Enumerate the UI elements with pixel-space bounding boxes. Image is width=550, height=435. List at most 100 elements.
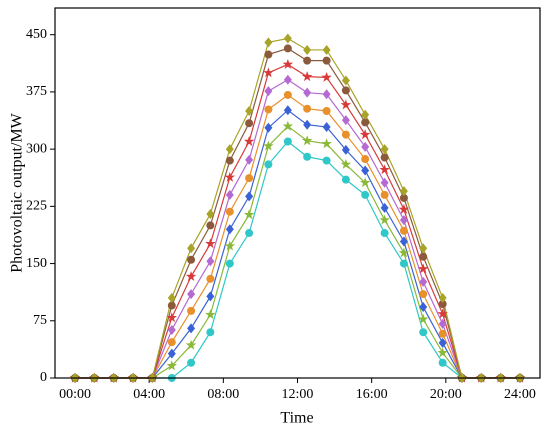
marker <box>263 140 274 151</box>
y-axis-label: Photovoltaic output/MW <box>9 112 26 272</box>
marker <box>361 190 370 199</box>
marker <box>245 174 254 183</box>
marker <box>264 50 273 59</box>
marker <box>187 323 196 334</box>
x-tick-label: 04:00 <box>133 387 165 402</box>
marker <box>303 87 312 98</box>
marker <box>419 243 428 254</box>
marker <box>303 56 312 65</box>
marker <box>399 259 408 268</box>
marker <box>167 324 176 335</box>
x-tick-label: 08:00 <box>207 387 239 402</box>
marker <box>206 208 215 219</box>
marker <box>361 118 370 127</box>
marker <box>245 229 254 238</box>
marker <box>438 300 447 308</box>
marker <box>167 301 176 310</box>
marker <box>224 240 236 251</box>
marker <box>341 115 350 126</box>
marker <box>399 186 408 197</box>
marker <box>380 177 389 188</box>
y-tick-label: 375 <box>26 84 47 99</box>
marker <box>359 177 371 188</box>
marker <box>187 289 196 300</box>
marker <box>322 122 331 133</box>
marker <box>166 360 178 371</box>
series-line <box>75 63 520 379</box>
marker <box>399 236 408 247</box>
marker <box>283 105 292 116</box>
marker <box>438 318 447 329</box>
series-line <box>75 94 520 379</box>
marker <box>205 309 216 320</box>
x-tick-label: 20:00 <box>430 387 462 402</box>
marker <box>399 193 408 202</box>
marker <box>419 290 428 299</box>
marker <box>322 44 331 55</box>
marker <box>398 247 410 258</box>
marker <box>206 274 215 283</box>
marker <box>437 347 448 358</box>
marker <box>359 129 371 140</box>
marker <box>283 90 292 99</box>
marker <box>380 229 389 238</box>
marker <box>303 119 312 130</box>
marker <box>437 308 448 319</box>
marker <box>206 221 215 230</box>
marker <box>245 119 254 128</box>
marker <box>380 144 389 155</box>
marker <box>303 104 312 113</box>
marker <box>245 105 254 116</box>
marker <box>419 302 428 313</box>
marker <box>398 203 410 214</box>
marker <box>187 243 196 254</box>
marker <box>361 165 370 176</box>
marker <box>283 33 292 44</box>
marker <box>205 238 216 249</box>
marker <box>341 175 350 184</box>
marker <box>187 306 196 315</box>
marker <box>283 44 292 53</box>
marker <box>399 226 408 235</box>
marker <box>303 152 312 161</box>
x-tick-label: 12:00 <box>282 387 314 402</box>
marker <box>185 271 197 281</box>
marker <box>361 109 370 120</box>
marker <box>264 86 273 97</box>
x-tick-label: 16:00 <box>356 387 388 402</box>
y-tick-label: 225 <box>26 199 47 214</box>
marker <box>341 75 350 86</box>
marker <box>264 122 273 133</box>
marker <box>380 153 389 162</box>
marker <box>321 138 332 149</box>
marker <box>380 202 389 213</box>
series-line <box>75 47 520 379</box>
y-tick-label: 300 <box>26 141 47 156</box>
marker <box>167 292 176 303</box>
y-tick-label: 0 <box>40 370 47 385</box>
marker <box>282 120 294 131</box>
marker <box>301 135 313 146</box>
x-tick-label: 24:00 <box>504 387 536 402</box>
marker <box>438 329 447 338</box>
marker <box>321 71 332 82</box>
marker <box>303 44 312 55</box>
marker <box>206 291 215 302</box>
marker <box>225 189 234 200</box>
marker <box>417 313 429 324</box>
x-axis-label: Time <box>280 410 313 427</box>
marker <box>243 209 255 220</box>
marker <box>438 358 447 367</box>
marker <box>166 312 178 323</box>
marker <box>340 99 352 110</box>
marker <box>341 86 350 95</box>
y-tick-label: 150 <box>26 256 47 271</box>
marker <box>361 155 370 164</box>
plot-frame <box>54 7 541 379</box>
marker <box>379 164 390 175</box>
marker <box>224 171 236 182</box>
marker <box>225 144 234 155</box>
marker <box>263 67 274 78</box>
marker <box>322 106 331 115</box>
